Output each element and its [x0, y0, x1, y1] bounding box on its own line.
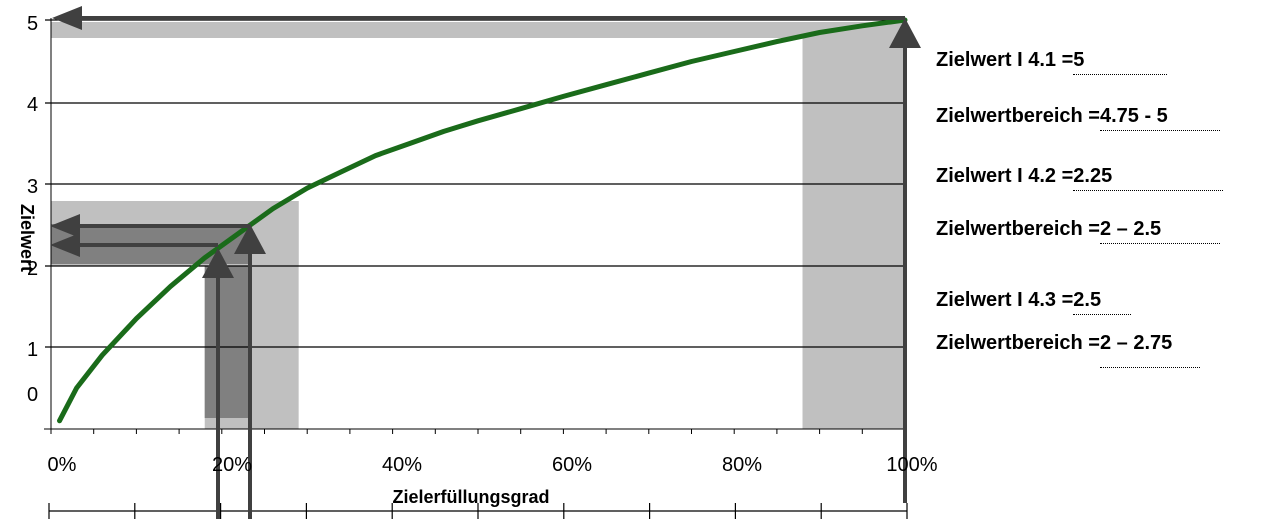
- arrow-up-1-head: [889, 18, 921, 48]
- arrow-up-3-head: [234, 224, 266, 254]
- annotation-zielwert-1: Zielwert I 4.1 = 5: [936, 49, 1236, 75]
- highlight-band-x-1: [802, 22, 905, 429]
- x-tick-label: 40%: [382, 454, 422, 476]
- annotation-zielwert-2: Zielwert I 4.2 = 2.25: [936, 165, 1224, 191]
- annotation-value: 5: [1073, 49, 1168, 75]
- annotation-zielwert-3: Zielwert I 4.3 = 2.5: [936, 289, 1132, 315]
- x-axis-label: Zielerfüllungsgrad: [392, 487, 549, 507]
- y-axis-label: Zielwert: [17, 204, 37, 272]
- arrow-up-2-head: [202, 248, 234, 278]
- y-tick-label: 5: [27, 13, 38, 35]
- annotation-bereich-3: Zielwertbereich = 2 – 2.75: [936, 332, 1200, 368]
- highlight-band-y-1: [51, 22, 905, 38]
- annotation-label: Zielwert I 4.2 =: [936, 165, 1074, 187]
- annotation-label: Zielwert I 4.3 =: [936, 289, 1074, 311]
- annotation-label: Zielwert I 4.1 =: [936, 49, 1074, 71]
- annotation-bereich-2: Zielwertbereich = 2 – 2.5: [936, 218, 1220, 244]
- annotation-label: Zielwertbereich =: [936, 105, 1100, 127]
- x-tick-label: 80%: [722, 454, 762, 476]
- annotation-value: 4.75 - 5: [1099, 105, 1220, 131]
- x-tick-label: 60%: [552, 454, 592, 476]
- arrow-left-2-head: [50, 233, 80, 257]
- y-tick-label: 4: [27, 94, 38, 116]
- annotation-label: Zielwertbereich =: [936, 332, 1100, 354]
- annotation-value: 2.5: [1073, 289, 1132, 315]
- data-line: [57, 17, 908, 424]
- annotation-value: 2.25: [1073, 165, 1224, 191]
- arrow-left-1-head: [52, 6, 82, 30]
- highlight-band-x-2: [204, 266, 252, 418]
- annotation-bereich-1: Zielwertbereich = 4.75 - 5: [936, 105, 1220, 131]
- y-tick-label: 2: [27, 258, 38, 280]
- y-tick-label: 0: [27, 384, 38, 406]
- x-tick-label: 100%: [886, 454, 937, 476]
- annotation-label: Zielwertbereich =: [936, 218, 1100, 240]
- annotation-value: 2 – 2.5: [1099, 218, 1220, 244]
- y-tick-label: 1: [27, 339, 38, 361]
- y-tick-label: 3: [27, 176, 38, 198]
- annotation-value: 2 – 2.75: [1099, 332, 1200, 368]
- x-tick-label: 0%: [48, 454, 77, 476]
- x-tick-label: 20%: [212, 454, 252, 476]
- arrow-left-3-head: [50, 214, 80, 238]
